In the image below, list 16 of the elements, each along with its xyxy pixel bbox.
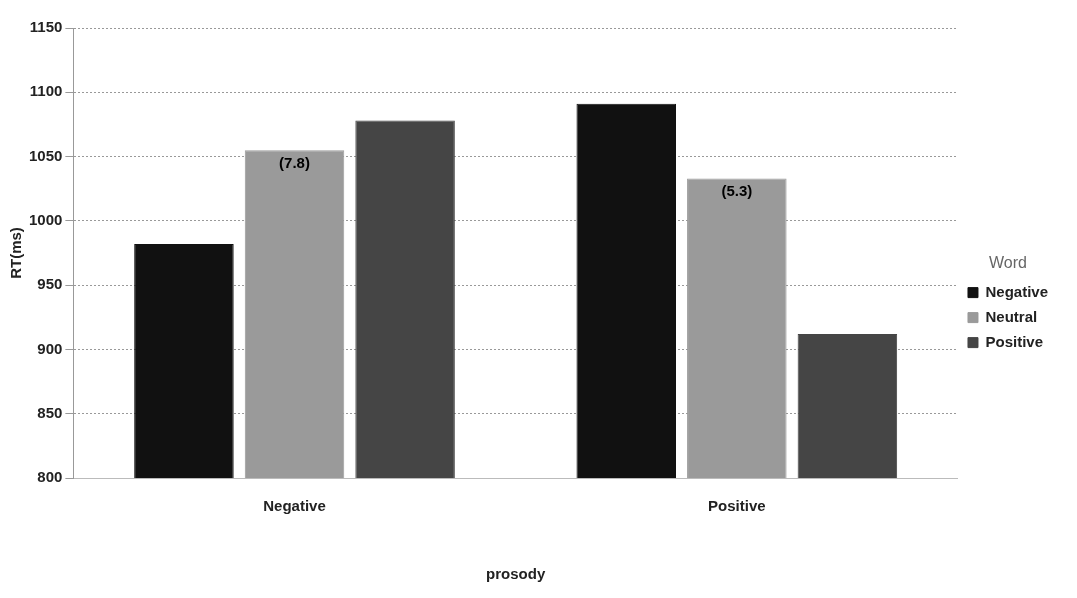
legend-label: Positive: [985, 332, 1043, 350]
y-tick-label: 1000: [28, 211, 63, 228]
legend-label: Neutral: [985, 307, 1038, 325]
y-tick-label: 950: [37, 275, 63, 293]
legend-label: Negative: [985, 282, 1048, 300]
y-tick-label: 850: [37, 403, 63, 421]
y-tick-label: 1100: [29, 82, 63, 100]
y-tick-label: 800: [37, 468, 63, 486]
legend-title: Word: [989, 254, 1027, 272]
y-axis-title: RT(ms): [7, 227, 25, 279]
annotation: (7.8): [279, 153, 310, 171]
x-axis-title: prosody: [486, 565, 546, 583]
annotation: (5.3): [721, 182, 753, 200]
y-tick-label: 900: [37, 339, 63, 357]
y-tick-label: 1050: [28, 146, 63, 164]
y-tick-label: 1150: [29, 18, 63, 36]
